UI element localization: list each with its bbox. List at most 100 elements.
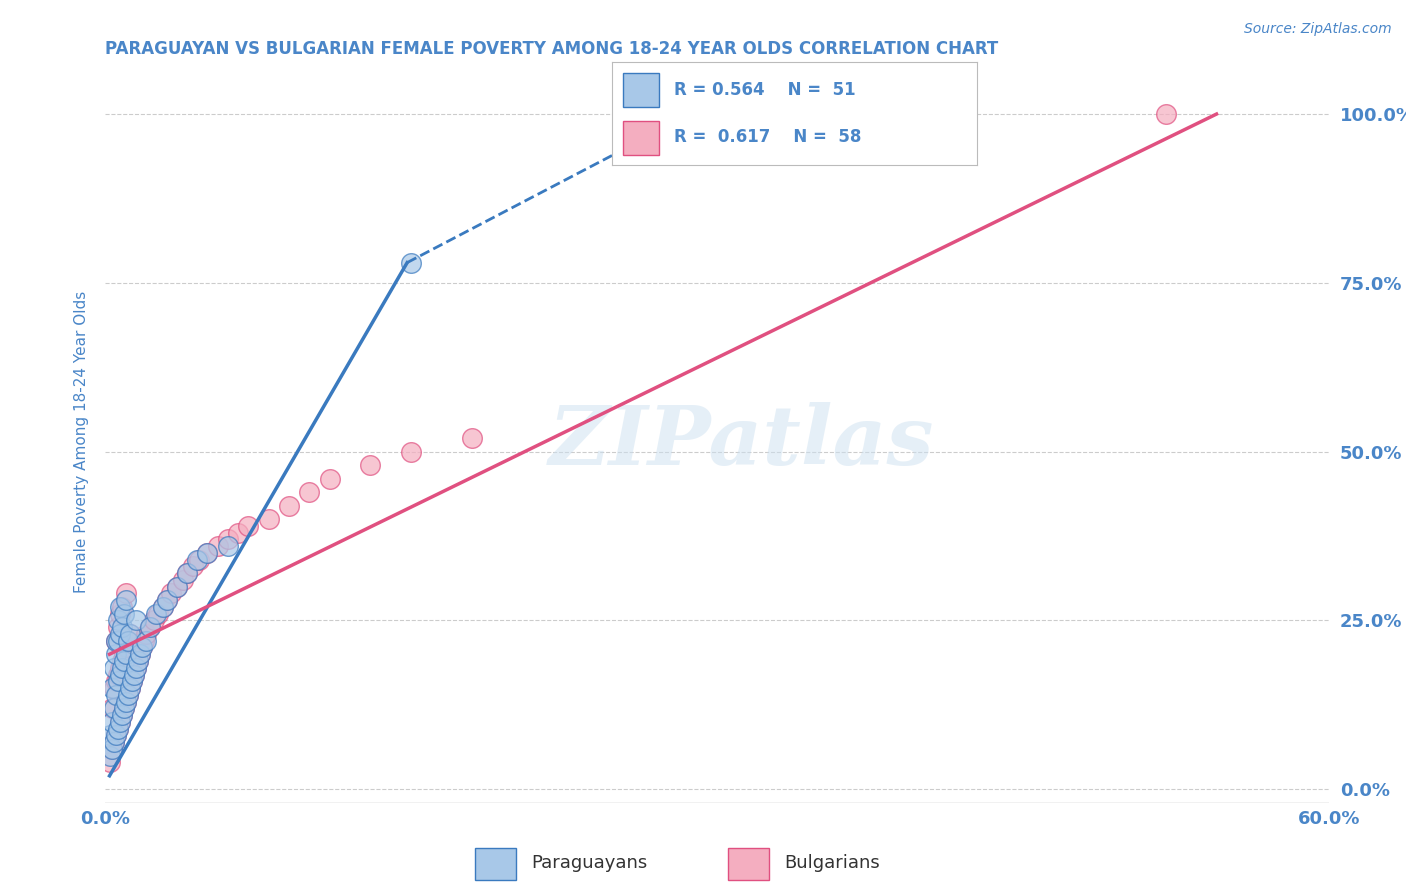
Point [103, 735, 125, 749]
Point [103, 661, 125, 675]
Point [98, 756, 121, 770]
Point [176, 566, 198, 581]
Point [139, 620, 162, 634]
Point [104, 633, 127, 648]
Point [107, 674, 129, 689]
FancyBboxPatch shape [623, 121, 659, 155]
Point [121, 674, 143, 689]
Point [217, 533, 239, 547]
Point [107, 722, 129, 736]
Point [108, 627, 131, 641]
Point [125, 661, 148, 675]
Point [108, 607, 131, 621]
Point [104, 688, 127, 702]
Point [112, 654, 135, 668]
Point [152, 599, 174, 614]
Point [156, 593, 179, 607]
Point [131, 640, 153, 655]
Point [152, 599, 174, 614]
Point [122, 667, 145, 681]
Point [104, 674, 127, 689]
Point [197, 546, 219, 560]
Point [115, 647, 138, 661]
Point [117, 633, 139, 648]
Point [122, 667, 145, 681]
Text: Paraguayans: Paraguayans [531, 854, 647, 872]
Point [166, 580, 188, 594]
Point [461, 431, 484, 445]
Point [107, 633, 129, 648]
Point [108, 714, 131, 729]
Point [108, 661, 131, 675]
Point [104, 633, 127, 648]
Text: R =  0.617    N =  58: R = 0.617 N = 58 [673, 128, 860, 146]
Point [115, 586, 138, 600]
Text: PARAGUAYAN VS BULGARIAN FEMALE POVERTY AMONG 18-24 YEAR OLDS CORRELATION CHART: PARAGUAYAN VS BULGARIAN FEMALE POVERTY A… [105, 40, 998, 58]
Point [188, 552, 211, 566]
Point [139, 620, 162, 634]
Point [236, 519, 260, 533]
Point [166, 580, 188, 594]
Point [100, 741, 122, 756]
Point [117, 633, 139, 648]
Point [318, 472, 342, 486]
Point [186, 552, 208, 566]
Point [226, 525, 249, 540]
Point [118, 681, 141, 695]
Point [103, 735, 125, 749]
Point [197, 546, 219, 560]
Point [125, 661, 148, 675]
Point [134, 633, 156, 648]
Point [115, 593, 138, 607]
Point [112, 607, 135, 621]
Point [100, 714, 122, 729]
Text: Bulgarians: Bulgarians [785, 854, 880, 872]
Point [217, 539, 239, 553]
Point [401, 255, 423, 269]
Point [103, 701, 125, 715]
Point [129, 647, 152, 661]
Point [98, 748, 121, 763]
Point [108, 599, 131, 614]
Point [129, 647, 152, 661]
Point [127, 654, 149, 668]
Point [111, 708, 134, 723]
Point [98, 728, 121, 742]
FancyBboxPatch shape [728, 848, 769, 880]
Point [104, 728, 127, 742]
Point [121, 674, 143, 689]
Point [112, 701, 135, 715]
Point [100, 741, 122, 756]
Point [104, 728, 127, 742]
Point [118, 627, 141, 641]
Point [118, 681, 141, 695]
Point [111, 620, 134, 634]
Point [159, 586, 181, 600]
Point [111, 661, 134, 675]
Point [108, 667, 131, 681]
Point [125, 614, 148, 628]
Point [135, 633, 157, 648]
Point [115, 640, 138, 655]
Text: ZIPatlas: ZIPatlas [548, 401, 934, 482]
Point [298, 485, 321, 500]
Point [115, 694, 138, 708]
Point [117, 688, 139, 702]
Point [108, 714, 131, 729]
Point [107, 722, 129, 736]
Point [112, 647, 135, 661]
Point [135, 627, 157, 641]
FancyBboxPatch shape [475, 848, 516, 880]
Point [1154, 107, 1177, 121]
Point [143, 614, 166, 628]
Point [360, 458, 382, 472]
Point [112, 701, 135, 715]
Text: R = 0.564    N =  51: R = 0.564 N = 51 [673, 81, 855, 99]
Point [278, 499, 301, 513]
Y-axis label: Female Poverty Among 18-24 Year Olds: Female Poverty Among 18-24 Year Olds [75, 291, 90, 592]
Point [131, 640, 153, 655]
Point [156, 593, 179, 607]
Point [127, 654, 149, 668]
Point [181, 559, 204, 574]
Point [111, 599, 134, 614]
